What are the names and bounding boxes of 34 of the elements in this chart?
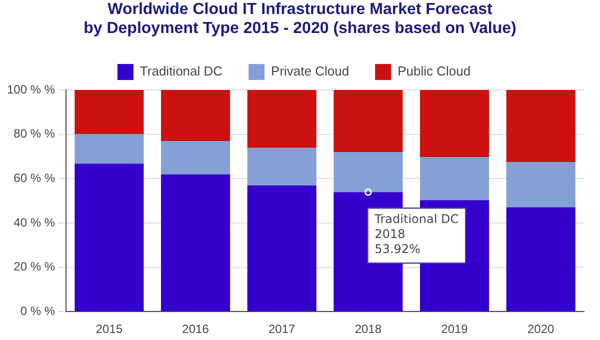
- bar: [160, 174, 230, 312]
- x-tick-label: 2015: [96, 322, 123, 336]
- bar: [247, 186, 316, 312]
- y-tick-label: 0 % %: [20, 304, 56, 318]
- chart-title: Worldwide Cloud IT Infrastructure Market Forecast: [106, 0, 494, 19]
- chart-subtitle: by Deployment Type 2015 - 2020 (shares based on Value): [82, 19, 518, 38]
- y-tick-label: 60 % %: [14, 170, 56, 185]
- bar: [160, 90, 230, 141]
- bar: [334, 152, 403, 192]
- legend-label: Public Cloud: [398, 64, 471, 79]
- bar: [247, 90, 316, 148]
- x-tick-label: 2018: [354, 322, 382, 336]
- y-tick-label: 100 % %: [7, 82, 56, 96]
- x-tick-label: 2017: [268, 322, 296, 336]
- y-tick-label: 40 % %: [14, 215, 56, 230]
- bar: [247, 148, 316, 186]
- bar: [506, 207, 576, 312]
- bar: [506, 90, 576, 162]
- bar: [506, 162, 576, 208]
- x-tick-label: 2016: [182, 322, 210, 336]
- legend-label: Private Cloud: [271, 64, 350, 79]
- bar: [420, 90, 490, 158]
- bar: [334, 90, 403, 152]
- bar: [74, 164, 144, 312]
- bar: [420, 157, 490, 200]
- bar: [74, 90, 144, 134]
- x-tick-label: 2019: [441, 322, 468, 336]
- x-tick-label: 2020: [527, 322, 555, 336]
- annotation: Traditional DC 2018 53.92%: [374, 212, 459, 256]
- bar: [74, 134, 144, 164]
- y-tick-label: 20 % %: [14, 260, 56, 274]
- bar: [160, 140, 230, 174]
- legend-label: Traditional DC: [140, 64, 223, 79]
- y-tick-label: 80 % %: [14, 126, 56, 141]
